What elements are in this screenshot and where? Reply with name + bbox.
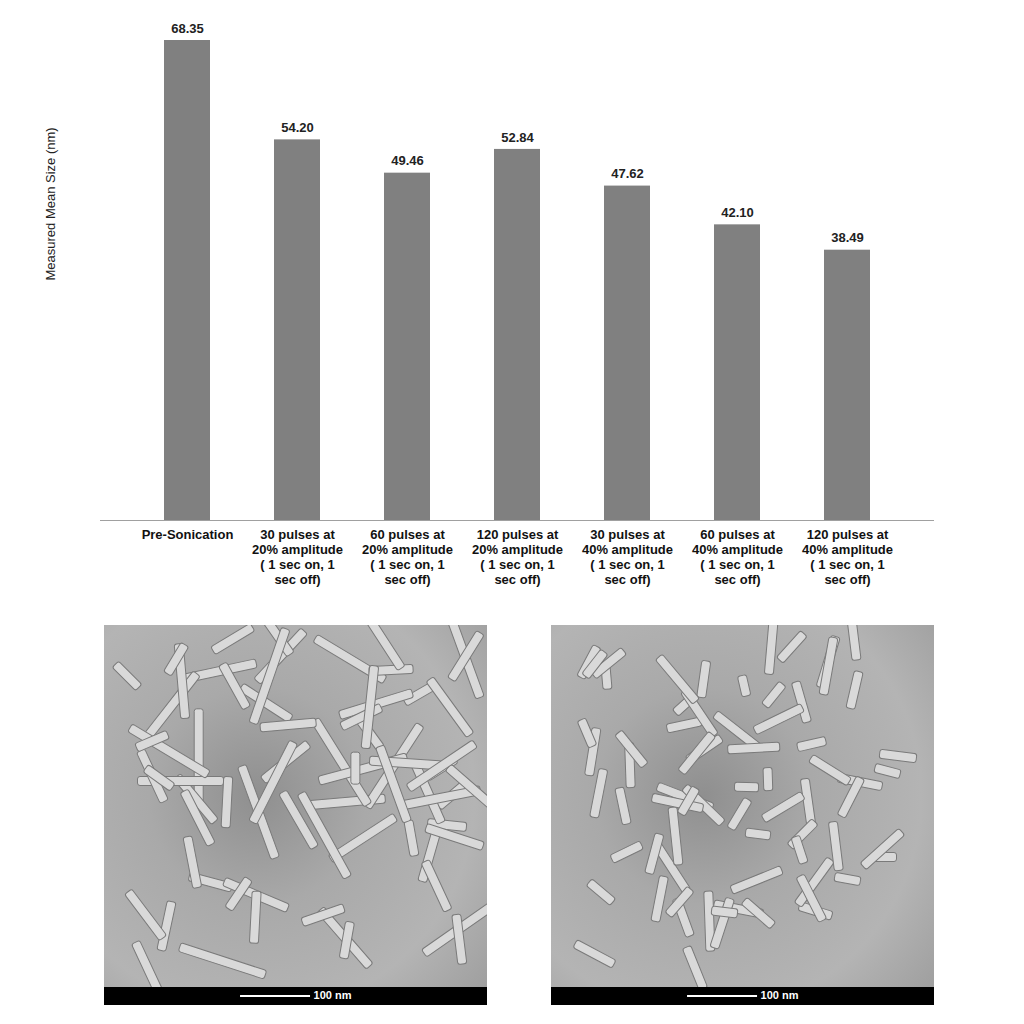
svg-text:47.62: 47.62	[611, 166, 644, 181]
svg-text:30 pulses at40% amplitude( 1 s: 30 pulses at40% amplitude( 1 sec on, 1se…	[582, 527, 673, 587]
svg-text:49.46: 49.46	[391, 153, 424, 168]
svg-text:120 pulses at40% amplitude( 1: 120 pulses at40% amplitude( 1 sec on, 1s…	[802, 527, 893, 587]
svg-text:30 pulses at20% amplitude( 1 s: 30 pulses at20% amplitude( 1 sec on, 1se…	[252, 527, 343, 587]
html-text:100 nm: 100 nm	[760, 989, 799, 1001]
svg-text:38.49: 38.49	[831, 230, 864, 245]
svg-text:60 pulses at20% amplitude( 1 s: 60 pulses at20% amplitude( 1 sec on, 1se…	[362, 527, 453, 587]
html-text:100 nm: 100 nm	[313, 989, 352, 1001]
svg-text:68.35: 68.35	[171, 21, 204, 36]
svg-text:Measured Mean Size (nm): Measured Mean Size (nm)	[43, 127, 58, 280]
svg-text:52.84: 52.84	[501, 130, 534, 145]
svg-text:60 pulses at40% amplitude( 1 s: 60 pulses at40% amplitude( 1 sec on, 1se…	[692, 527, 783, 587]
svg-text:120 pulses at20% amplitude( 1: 120 pulses at20% amplitude( 1 sec on, 1s…	[472, 527, 563, 587]
svg-text:54.20: 54.20	[281, 120, 314, 135]
svg-text:Pre-Sonication: Pre-Sonication	[142, 527, 234, 542]
svg-text:42.10: 42.10	[721, 205, 754, 220]
